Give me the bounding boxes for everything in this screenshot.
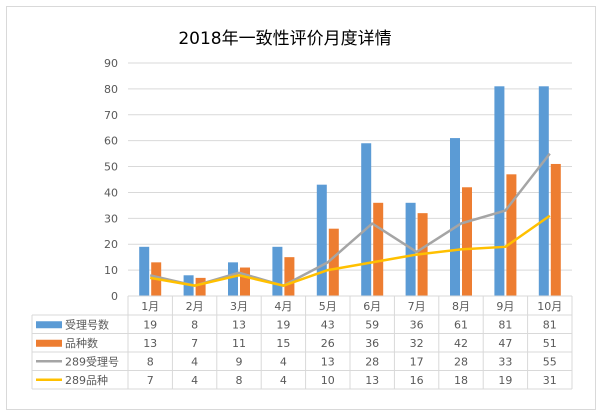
table-cell: 15 [276, 337, 290, 350]
table-cell: 18 [454, 374, 468, 387]
y-tick-label: 20 [104, 238, 118, 251]
bar-品种数 [284, 257, 295, 296]
x-category-label: 2月 [186, 300, 204, 313]
table-cell: 16 [410, 374, 424, 387]
bar-品种数 [373, 202, 384, 296]
table-cell: 33 [498, 355, 512, 368]
table-cell: 81 [498, 318, 512, 331]
table-cell: 13 [365, 374, 379, 387]
line-289品种 [149, 214, 551, 287]
legend-key-品种数 [36, 339, 62, 347]
y-tick-label: 40 [104, 186, 118, 199]
table-cell: 13 [232, 318, 246, 331]
bar-受理号数 [361, 143, 372, 296]
bar-品种数 [195, 277, 206, 296]
bar-受理号数 [316, 184, 327, 296]
table-cell: 36 [410, 318, 424, 331]
table-cell: 28 [365, 355, 379, 368]
bar-品种数 [462, 187, 472, 296]
table-cell: 31 [543, 374, 557, 387]
table-cell: 8 [191, 318, 198, 331]
table-cell: 47 [498, 337, 512, 350]
chart-frame [6, 6, 596, 410]
bar-品种数 [240, 267, 250, 296]
y-tick-label: 30 [104, 212, 118, 225]
x-category-label: 3月 [230, 300, 248, 313]
table-cell: 81 [543, 318, 557, 331]
table-cell: 4 [280, 355, 287, 368]
bar-受理号数 [139, 246, 150, 296]
table-cell: 59 [365, 318, 379, 331]
y-tick-label: 80 [104, 83, 118, 96]
table-cell: 13 [143, 337, 157, 350]
bar-受理号数 [450, 138, 460, 296]
table-cell: 4 [280, 374, 287, 387]
table-cell: 8 [147, 355, 154, 368]
table-cell: 32 [410, 337, 424, 350]
table-cell: 17 [410, 355, 424, 368]
bar-受理号数 [494, 86, 505, 296]
y-tick-label: 90 [104, 57, 118, 70]
bar-品种数 [328, 228, 339, 296]
table-cell: 19 [276, 318, 290, 331]
table-cell: 28 [454, 355, 468, 368]
table-cell: 4 [191, 355, 198, 368]
legend-label: 受理号数 [65, 318, 109, 331]
legend-key-受理号数 [36, 321, 62, 329]
y-tick-label: 50 [104, 161, 118, 174]
x-category-label: 9月 [496, 300, 514, 313]
bar-受理号数 [228, 262, 238, 296]
legend-label: 289受理号 [65, 355, 119, 368]
table-cell: 8 [236, 374, 243, 387]
table-cell: 42 [454, 337, 468, 350]
y-tick-label: 70 [104, 109, 118, 122]
table-cell: 55 [543, 355, 557, 368]
table-cell: 61 [454, 318, 468, 331]
bar-品种数 [506, 174, 517, 296]
x-category-label: 4月 [274, 300, 292, 313]
line-289受理号 [149, 152, 551, 287]
legend-label: 品种数 [65, 336, 98, 350]
bar-品种数 [550, 163, 561, 296]
table-cell: 51 [543, 337, 557, 350]
table-cell: 9 [236, 355, 243, 368]
x-category-label: 6月 [363, 300, 381, 313]
bar-受理号数 [538, 86, 549, 296]
chart-title: 2018年一致性评价月度详情 [178, 29, 391, 49]
table-cell: 19 [498, 374, 512, 387]
table-cell: 7 [147, 374, 154, 387]
table-cell: 11 [232, 337, 246, 350]
table-cell: 19 [143, 318, 157, 331]
x-category-label: 5月 [319, 300, 337, 313]
table-cell: 10 [321, 374, 335, 387]
x-category-label: 7月 [408, 300, 426, 313]
table-cell: 26 [321, 337, 335, 350]
table-cell: 7 [191, 337, 198, 350]
table-cell: 13 [321, 355, 335, 368]
y-tick-label: 10 [104, 264, 118, 277]
bar-受理号数 [272, 246, 283, 296]
y-tick-label: 60 [104, 135, 118, 148]
x-category-label: 10月 [537, 300, 562, 313]
y-tick-label: 0 [111, 290, 118, 303]
x-category-label: 8月 [452, 300, 470, 313]
legend-label: 289品种 [65, 373, 108, 387]
table-cell: 43 [321, 318, 335, 331]
table-cell: 36 [365, 337, 379, 350]
x-category-label: 1月 [141, 300, 159, 313]
table-cell: 4 [191, 374, 198, 387]
